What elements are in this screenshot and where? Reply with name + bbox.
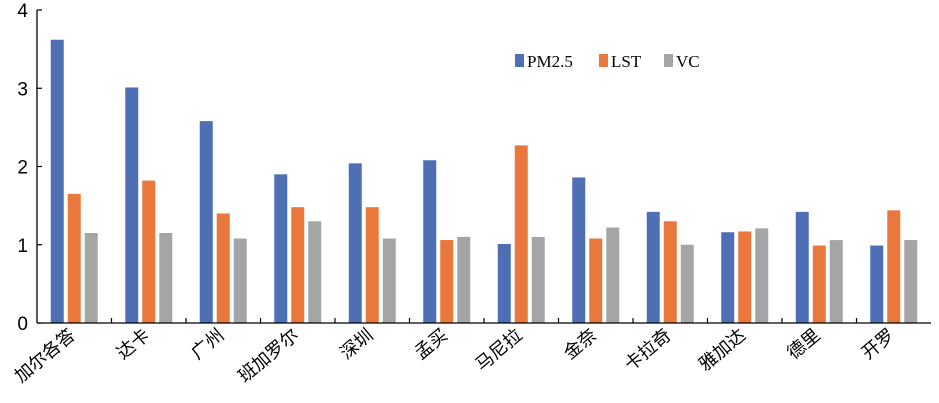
y-tick-label: 4 <box>17 1 28 22</box>
bar-pm25-5 <box>423 160 437 323</box>
bar-lst-8 <box>663 221 677 323</box>
bar-pm25-8 <box>646 211 660 323</box>
bar-pm25-9 <box>721 232 735 323</box>
bar-lst-5 <box>440 240 454 323</box>
bar-lst-0 <box>67 193 81 323</box>
x-tick-label: 广州 <box>187 325 228 364</box>
bar-vc-1 <box>159 233 173 323</box>
x-tick-label: 开罗 <box>858 325 899 364</box>
y-tick-label: 0 <box>17 314 28 335</box>
bar-vc-11 <box>904 240 918 323</box>
x-tick-label: 马尼拉 <box>472 325 527 376</box>
bar-vc-6 <box>531 236 545 323</box>
bar-pm25-2 <box>199 121 213 324</box>
legend-swatch-pm25 <box>515 54 524 67</box>
bar-vc-5 <box>457 236 471 323</box>
y-tick-label: 3 <box>17 79 28 100</box>
bar-pm25-6 <box>497 243 511 323</box>
bar-lst-2 <box>216 213 230 323</box>
legend-label: VC <box>676 52 700 71</box>
bar-lst-11 <box>887 210 901 323</box>
bars-layer <box>50 39 918 324</box>
bar-lst-9 <box>738 231 752 323</box>
x-tick-label: 金奈 <box>560 325 601 364</box>
bar-pm25-4 <box>348 163 362 323</box>
legend-swatch-lst <box>599 54 608 67</box>
bar-vc-3 <box>308 221 322 323</box>
x-tick-label: 德里 <box>783 325 824 364</box>
bar-vc-0 <box>84 233 98 323</box>
x-tick-label: 卡拉奇 <box>621 325 676 376</box>
bar-pm25-10 <box>795 211 809 323</box>
legend: PM2.5 LST VC <box>515 52 700 71</box>
bar-lst-1 <box>142 180 156 323</box>
bar-vc-4 <box>382 238 396 323</box>
bar-pm25-3 <box>274 174 288 323</box>
x-tick-label: 雅加达 <box>695 325 750 376</box>
bar-vc-7 <box>606 227 620 323</box>
x-tick-label: 班加罗尔 <box>234 325 303 387</box>
legend-swatch-vc <box>664 54 673 67</box>
y-tick-label: 1 <box>17 236 28 257</box>
y-tick-label: 2 <box>17 158 28 179</box>
bar-pm25-0 <box>50 39 64 324</box>
bar-lst-6 <box>514 145 528 323</box>
x-tick-label: 孟买 <box>411 325 452 364</box>
legend-label: LST <box>611 52 642 71</box>
bar-pm25-7 <box>572 177 586 323</box>
bar-vc-2 <box>233 238 247 323</box>
bar-pm25-11 <box>870 245 884 323</box>
legend-label: PM2.5 <box>527 52 573 71</box>
x-tick-label: 深圳 <box>336 325 377 364</box>
bar-pm25-1 <box>125 87 139 323</box>
y-axis-ticks: 0 1 2 3 4 <box>17 1 42 335</box>
x-tick-label: 达卡 <box>113 325 154 364</box>
bar-lst-7 <box>589 238 603 323</box>
bar-vc-10 <box>829 240 843 323</box>
bar-vc-8 <box>680 244 694 323</box>
bar-vc-9 <box>755 228 769 323</box>
bar-lst-10 <box>812 245 826 323</box>
bar-lst-4 <box>365 207 379 323</box>
bar-lst-3 <box>291 207 305 323</box>
x-axis-ticks: 加尔各答 达卡 广州 班加罗尔 深圳 孟买 马尼拉 金奈 卡拉奇 雅加达 德里 开罗 <box>11 318 899 387</box>
